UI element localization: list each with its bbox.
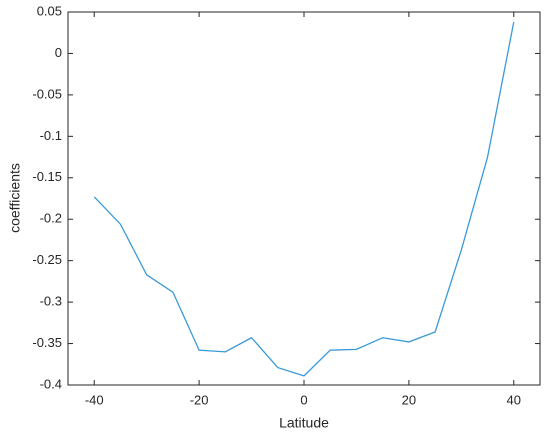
y-tick-label: -0.3 <box>40 294 62 309</box>
y-tick-label: -0.35 <box>32 335 62 350</box>
x-tick-label: -40 <box>85 392 104 407</box>
y-tick-label: -0.15 <box>32 169 62 184</box>
y-axis-label: coefficients <box>7 163 23 233</box>
y-tick-label: 0.05 <box>37 3 62 18</box>
y-tick-label: -0.05 <box>32 86 62 101</box>
data-line <box>93 21 515 377</box>
y-tick-label: -0.4 <box>40 376 62 391</box>
y-tick-label: -0.2 <box>40 211 62 226</box>
x-tick-label: 20 <box>402 392 416 407</box>
y-tick-label: -0.25 <box>32 252 62 267</box>
x-axis-label: Latitude <box>279 415 329 431</box>
y-tick-label: -0.1 <box>40 128 62 143</box>
plot-area <box>67 11 541 386</box>
x-tick-label: 0 <box>300 392 307 407</box>
y-tick-label: 0 <box>55 45 62 60</box>
x-tick-label: 40 <box>507 392 521 407</box>
x-tick-label: -20 <box>190 392 209 407</box>
